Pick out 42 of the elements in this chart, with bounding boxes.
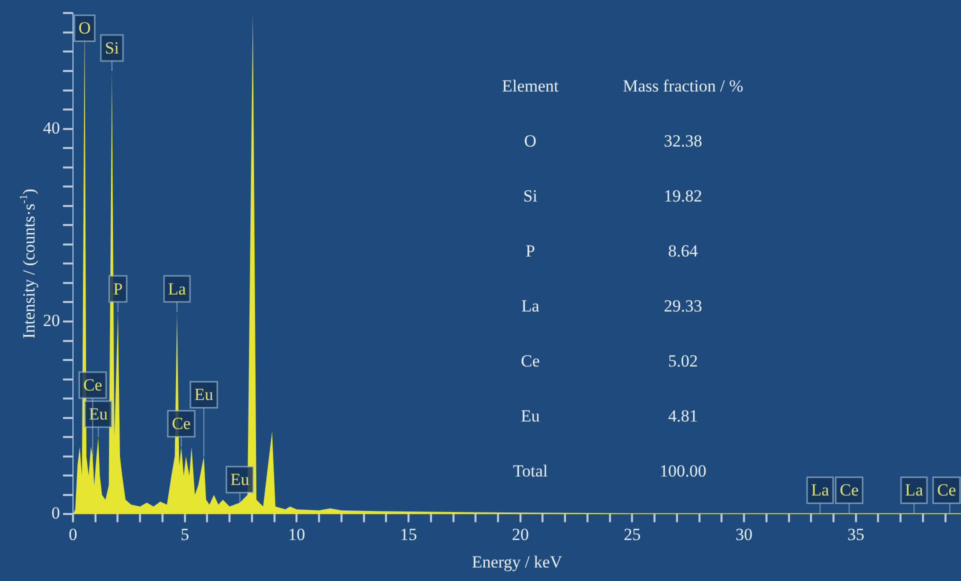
annotation: P — [526, 242, 536, 261]
annotation: La — [811, 480, 830, 500]
annotation: Si — [523, 186, 538, 206]
y-tick-label: 20 — [43, 310, 60, 330]
annotation: Total — [512, 462, 548, 481]
y-axis-title: Intensity / (counts·s-1) — [18, 188, 38, 339]
annotation: 8.64 — [668, 242, 698, 261]
x-axis-title: Energy / keV — [472, 552, 563, 572]
x-tick-label: 5 — [180, 524, 190, 544]
annotation: La — [905, 480, 924, 500]
x-tick-label: 35 — [847, 524, 864, 544]
annotation: Eu — [88, 404, 108, 424]
annotation: O — [78, 18, 91, 38]
annotation: 19.82 — [664, 186, 702, 206]
annotation: Ce — [172, 414, 191, 434]
annotation: Si — [104, 38, 120, 58]
annotation: Element — [502, 76, 559, 96]
annotation: 4.81 — [668, 406, 698, 426]
annotation: Ce — [520, 352, 540, 371]
annotation: Ce — [840, 480, 859, 500]
annotation: Mass fraction / % — [622, 76, 744, 96]
y-tick-label: 0 — [52, 504, 60, 523]
annotation: P — [113, 279, 123, 298]
annotation: Ce — [83, 376, 102, 395]
annotation: 32.38 — [664, 132, 702, 151]
annotation: La — [168, 279, 186, 298]
y-tick-label: 40 — [43, 118, 60, 138]
annotation: Ce — [937, 480, 956, 500]
x-tick-label: 25 — [624, 524, 641, 544]
annotation: La — [521, 296, 540, 316]
annotation: 5.02 — [668, 352, 698, 371]
annotation: O — [524, 132, 536, 151]
x-tick-label: 0 — [68, 524, 78, 544]
x-tick-label: 20 — [512, 524, 529, 544]
annotation: Eu — [230, 470, 250, 490]
annotation: 100.00 — [660, 462, 706, 481]
annotation: 29.33 — [664, 296, 702, 316]
annotation: Eu — [194, 385, 214, 404]
x-tick-label: 30 — [736, 524, 753, 544]
x-tick-label: 15 — [400, 524, 418, 544]
annotation: Eu — [520, 406, 540, 426]
x-tick-label: 10 — [288, 524, 306, 544]
